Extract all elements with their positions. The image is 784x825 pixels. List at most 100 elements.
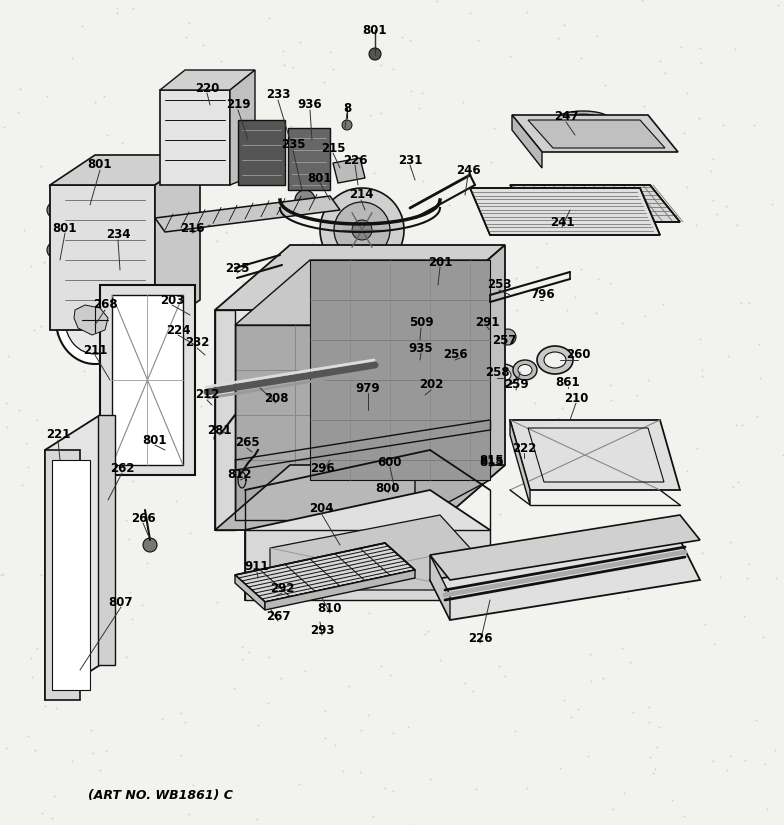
Point (720, 200, 733, 213)
Polygon shape (288, 128, 330, 190)
Point (405, 84, 418, 97)
Point (204, 178, 216, 191)
Point (290, 196, 303, 210)
Point (236, 640, 249, 653)
Point (227, 373, 240, 386)
Polygon shape (215, 310, 430, 530)
Circle shape (47, 242, 63, 258)
Polygon shape (160, 90, 230, 185)
Point (26, 671, 38, 684)
Polygon shape (45, 450, 80, 700)
Point (597, 672, 609, 685)
Point (658, 578, 670, 592)
Point (283, 422, 296, 435)
Point (78, 365, 90, 378)
Point (127, 2, 140, 15)
Point (758, 758, 771, 771)
Point (20, 436, 33, 450)
Point (552, 412, 564, 425)
Polygon shape (512, 115, 678, 152)
Point (363, 606, 376, 620)
Point (585, 675, 597, 688)
Polygon shape (415, 260, 490, 520)
Point (777, 448, 784, 461)
Point (258, 466, 270, 479)
Point (362, 709, 375, 722)
Point (615, 641, 628, 654)
Point (585, 144, 597, 157)
Text: 226: 226 (343, 153, 367, 167)
Point (176, 153, 189, 167)
Point (109, 513, 122, 526)
Point (285, 493, 298, 506)
Ellipse shape (56, 276, 134, 364)
Text: 936: 936 (298, 98, 322, 111)
Ellipse shape (495, 369, 511, 381)
Text: 253: 253 (487, 279, 511, 291)
Point (550, 571, 562, 584)
Point (174, 748, 187, 761)
Point (24, 259, 37, 272)
Point (590, 29, 603, 42)
Polygon shape (430, 515, 700, 580)
Point (499, 669, 511, 682)
Point (592, 273, 604, 286)
Point (500, 203, 513, 216)
Ellipse shape (65, 286, 125, 354)
Point (430, 0, 443, 7)
Point (582, 749, 594, 762)
Point (229, 77, 241, 90)
Point (37, 255, 49, 268)
Point (522, 485, 535, 498)
Point (747, 118, 760, 131)
Point (542, 587, 554, 600)
Point (449, 334, 462, 347)
Point (97, 90, 110, 103)
Point (387, 785, 400, 798)
Point (228, 681, 241, 695)
Ellipse shape (537, 346, 573, 374)
Point (615, 316, 628, 329)
Point (627, 705, 640, 719)
Text: 8: 8 (343, 101, 351, 115)
Point (737, 610, 750, 623)
Point (510, 304, 523, 317)
Point (123, 246, 136, 259)
Text: 796: 796 (531, 289, 555, 301)
Point (327, 63, 339, 76)
Point (695, 370, 708, 383)
Point (355, 298, 368, 311)
Point (735, 296, 747, 309)
Point (285, 120, 297, 133)
Point (413, 102, 426, 116)
Point (263, 12, 276, 25)
Point (98, 786, 111, 799)
Point (604, 276, 616, 290)
Point (724, 535, 736, 549)
Point (741, 571, 753, 584)
Point (724, 749, 736, 762)
Point (575, 262, 587, 276)
Text: 211: 211 (83, 343, 107, 356)
Point (463, 332, 475, 345)
Point (109, 256, 122, 269)
Point (390, 259, 402, 272)
Point (274, 596, 286, 609)
Point (75, 264, 88, 277)
Point (361, 258, 373, 271)
Text: 241: 241 (550, 215, 574, 229)
Point (769, 744, 782, 757)
Point (326, 299, 339, 313)
Point (402, 720, 415, 733)
Polygon shape (270, 515, 470, 590)
Point (529, 396, 542, 409)
Point (539, 427, 552, 441)
Point (487, 315, 499, 328)
Text: 216: 216 (180, 221, 205, 234)
Point (120, 651, 132, 664)
Point (526, 464, 539, 477)
Point (347, 352, 359, 365)
Point (253, 353, 266, 366)
Point (67, 639, 79, 652)
Point (695, 364, 708, 377)
